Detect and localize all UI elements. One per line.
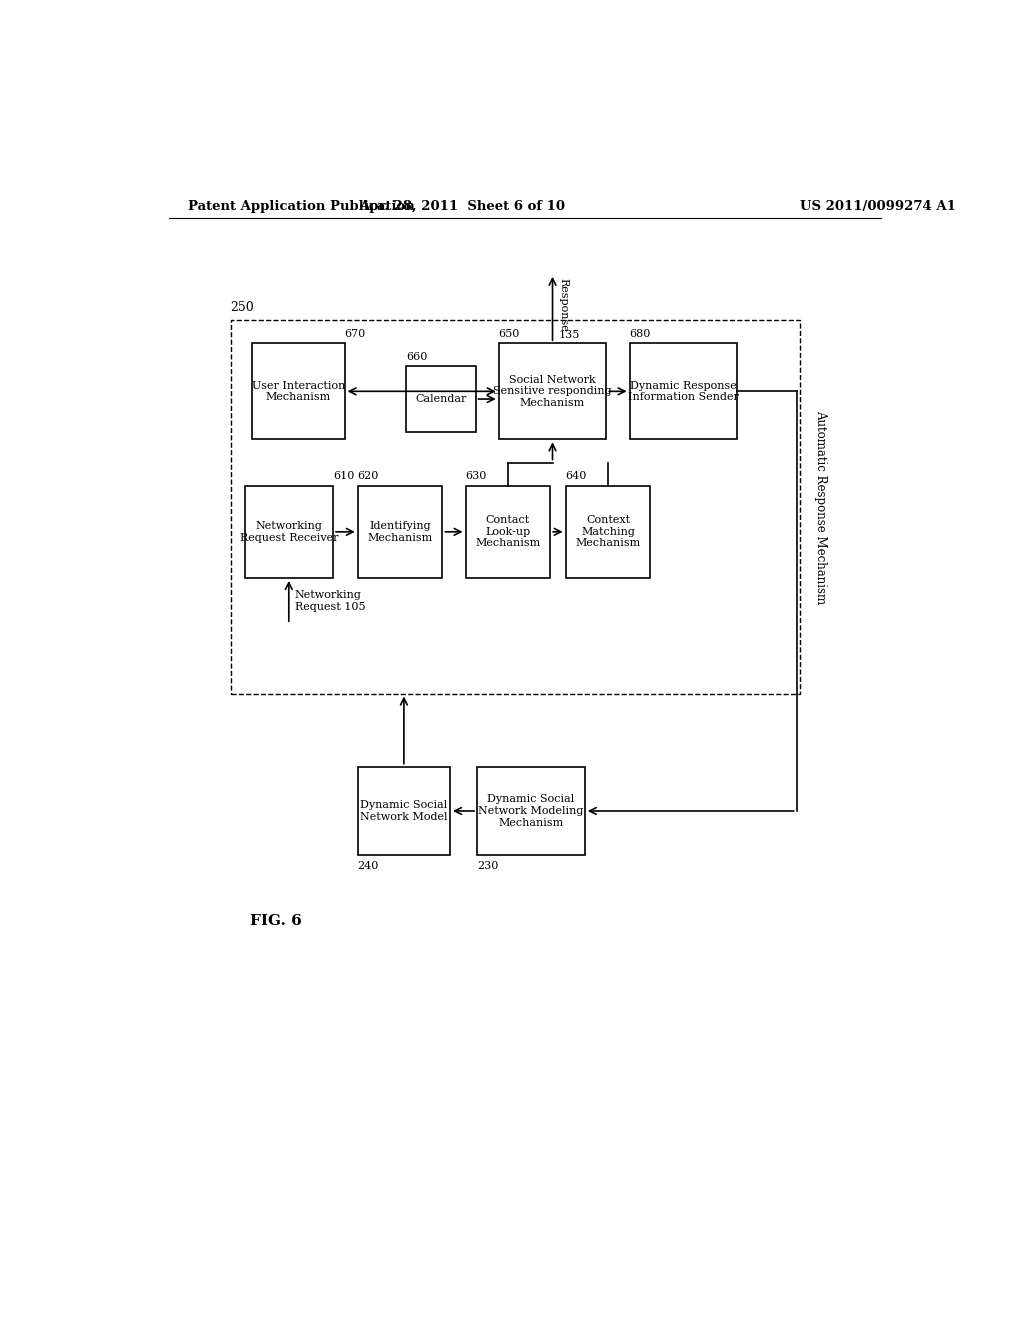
Text: Identifying
Mechanism: Identifying Mechanism	[368, 521, 433, 543]
Bar	[245, 486, 333, 578]
Bar	[230, 321, 801, 693]
Text: Patent Application Publication: Patent Application Publication	[188, 199, 415, 213]
Bar	[357, 767, 451, 855]
Bar	[252, 343, 345, 440]
Text: Networking
Request 105: Networking Request 105	[295, 590, 366, 612]
Text: Dynamic Social
Network Modeling
Mechanism: Dynamic Social Network Modeling Mechanis…	[478, 795, 584, 828]
Text: 250: 250	[230, 301, 254, 314]
Text: 620: 620	[357, 471, 379, 480]
Text: User Interaction
Mechanism: User Interaction Mechanism	[252, 380, 345, 403]
Bar	[477, 767, 585, 855]
Bar	[565, 486, 650, 578]
Text: Calendar: Calendar	[415, 395, 467, 404]
Text: Apr. 28, 2011  Sheet 6 of 10: Apr. 28, 2011 Sheet 6 of 10	[358, 199, 564, 213]
Bar	[357, 486, 442, 578]
Text: 630: 630	[466, 471, 486, 480]
Bar	[630, 343, 737, 440]
Bar	[499, 343, 606, 440]
Bar	[466, 486, 550, 578]
Text: 680: 680	[630, 329, 651, 339]
Text: Automatic Response Mechanism: Automatic Response Mechanism	[814, 409, 827, 603]
Text: 135: 135	[559, 330, 580, 341]
Text: 230: 230	[477, 862, 499, 871]
Text: 640: 640	[565, 471, 587, 480]
Text: Social Network
Sensitive responding
Mechanism: Social Network Sensitive responding Mech…	[494, 375, 611, 408]
Text: Contact
Look-up
Mechanism: Contact Look-up Mechanism	[475, 515, 541, 548]
Bar	[407, 366, 475, 432]
Text: US 2011/0099274 A1: US 2011/0099274 A1	[801, 199, 956, 213]
Text: Response: Response	[559, 277, 568, 331]
Text: FIG. 6: FIG. 6	[250, 913, 302, 928]
Text: 610: 610	[333, 471, 354, 480]
Text: Networking
Request Receiver: Networking Request Receiver	[240, 521, 338, 543]
Text: 660: 660	[407, 351, 428, 362]
Text: Context
Matching
Mechanism: Context Matching Mechanism	[575, 515, 641, 548]
Text: Dynamic Social
Network Model: Dynamic Social Network Model	[360, 800, 447, 822]
Text: 650: 650	[499, 329, 520, 339]
Text: 240: 240	[357, 862, 379, 871]
Text: Dynamic Response
Information Sender: Dynamic Response Information Sender	[628, 380, 739, 403]
Text: 670: 670	[345, 329, 366, 339]
